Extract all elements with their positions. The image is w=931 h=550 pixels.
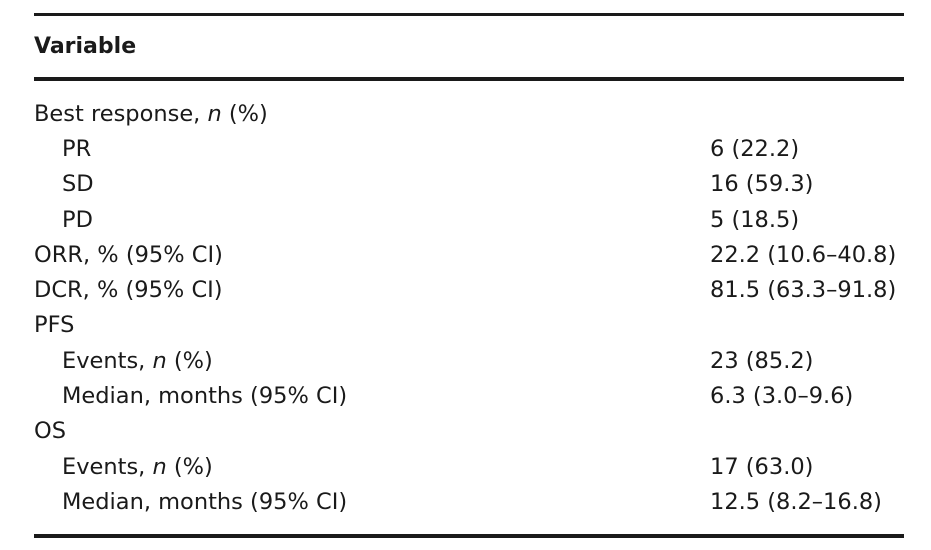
row-value: 81.5 (63.3–91.8) (710, 277, 897, 304)
results-table: Variable Best response, n (%) PR 6 (22.2) S… (34, 13, 904, 538)
row-label-text: PR (62, 135, 92, 162)
table-header: Variable (34, 16, 904, 77)
table-row: PD 5 (18.5) (34, 202, 904, 237)
table-row: Median, months (95% CI) 12.5 (8.2–16.8) (34, 484, 904, 519)
table-row: Events, n (%) 23 (85.2) (34, 343, 904, 378)
row-label-italic: n (152, 347, 167, 374)
row-label: ORR, % (95% CI) (34, 242, 710, 268)
row-label-text: Median, months (95% CI) (62, 488, 348, 515)
row-value: 5 (18.5) (710, 206, 800, 233)
row-label-text: Best response, (34, 100, 208, 127)
table-row: Median, months (95% CI) 6.3 (3.0–9.6) (34, 378, 904, 413)
table-row: ORR, % (95% CI) 22.2 (10.6–40.8) (34, 237, 904, 272)
row-label: SD (34, 171, 710, 197)
table-bottom-rule (34, 533, 904, 538)
row-label: Events, n (%) (34, 454, 710, 480)
row-label: DCR, % (95% CI) (34, 277, 710, 303)
table-header-rule (34, 77, 904, 81)
row-label-text: Events, (62, 453, 153, 480)
row-value: 6 (22.2) (710, 135, 800, 162)
row-label: Median, months (95% CI) (34, 489, 710, 515)
row-value: 12.5 (8.2–16.8) (710, 488, 882, 515)
table-row: SD 16 (59.3) (34, 167, 904, 202)
table-body: Best response, n (%) PR 6 (22.2) SD 16 (59.3… (34, 81, 904, 520)
table-row: Best response, n (%) (34, 96, 904, 131)
row-label-suffix: (%) (166, 347, 213, 374)
row-label: Median, months (95% CI) (34, 383, 710, 409)
row-value: 23 (85.2) (710, 347, 814, 374)
table-row: DCR, % (95% CI) 81.5 (63.3–91.8) (34, 272, 904, 307)
row-value: 22.2 (10.6–40.8) (710, 241, 897, 268)
header-variable: Variable (34, 34, 137, 59)
row-value: 16 (59.3) (710, 171, 814, 198)
row-value: 6.3 (3.0–9.6) (710, 383, 854, 410)
row-label-text: PFS (34, 312, 75, 339)
row-label-text: Median, months (95% CI) (62, 383, 348, 410)
row-label-suffix: (%) (166, 453, 213, 480)
row-label-italic: n (207, 100, 222, 127)
row-label-text: PD (62, 206, 93, 233)
row-label: PR (34, 136, 710, 162)
row-value: 17 (63.0) (710, 453, 814, 480)
table-row: PFS (34, 308, 904, 343)
row-label-text: SD (62, 171, 94, 198)
row-label-text: Events, (62, 347, 153, 374)
table-top-rule (34, 13, 904, 16)
row-label-italic: n (152, 453, 167, 480)
row-label-text: ORR, % (95% CI) (34, 241, 223, 268)
row-label-text: DCR, % (95% CI) (34, 277, 223, 304)
table-row: OS (34, 414, 904, 449)
row-label: PFS (34, 312, 710, 338)
table-row: PR 6 (22.2) (34, 131, 904, 166)
row-label: Events, n (%) (34, 348, 710, 374)
table-row: Events, n (%) 17 (63.0) (34, 449, 904, 484)
row-label-suffix: (%) (221, 100, 268, 127)
row-label: Best response, n (%) (34, 101, 710, 127)
row-label: OS (34, 418, 710, 444)
row-label: PD (34, 207, 710, 233)
row-label-text: OS (34, 418, 66, 445)
